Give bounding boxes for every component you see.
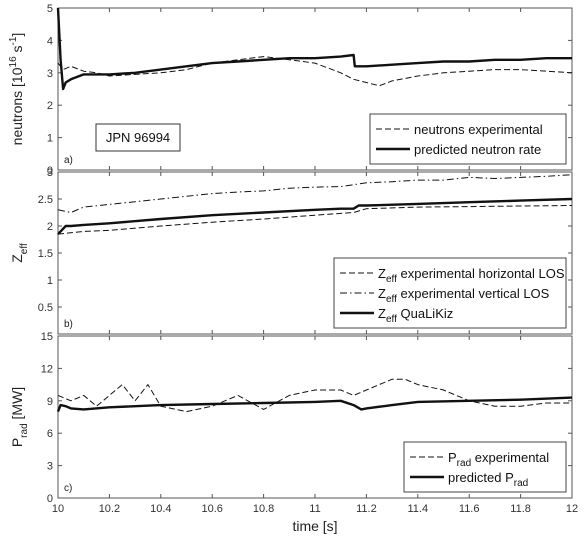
- panel-label: a): [64, 155, 73, 166]
- y-tick-label: 4: [47, 35, 53, 47]
- x-tick-label: 10: [52, 503, 64, 515]
- legend-text: experimental vertical LOS: [397, 286, 550, 301]
- legend-text: Z: [378, 286, 386, 301]
- legend-sub: eff: [386, 294, 397, 305]
- y-label-text: neutrons [10: [9, 67, 25, 145]
- legend-text: predicted P: [448, 470, 514, 485]
- series-line-1: [56, 7, 572, 91]
- legend-text: experimental: [471, 450, 549, 465]
- y-label-text: [MW]: [9, 387, 25, 424]
- y-axis-label: Prad [MW]: [9, 387, 30, 447]
- y-tick-label: 6: [47, 428, 53, 440]
- x-tick-label: 11.8: [510, 503, 531, 515]
- y-tick-label: 3: [47, 461, 53, 473]
- y-tick-label: 1: [47, 275, 53, 287]
- y-tick-label: 0: [47, 493, 53, 505]
- x-tick-label: 10.2: [99, 503, 120, 515]
- y-label-text: P: [9, 438, 25, 447]
- legend-entry-1: Zeff experimental vertical LOS: [378, 286, 550, 305]
- y-tick-label: 3: [47, 167, 53, 179]
- legend-text: Z: [378, 266, 386, 281]
- y-tick-label: 1.5: [38, 248, 53, 260]
- x-tick-label: 11.2: [356, 503, 377, 515]
- y-tick-label: 5: [47, 3, 53, 15]
- y-label-sub: rad: [19, 423, 30, 437]
- legend-box: [403, 441, 567, 493]
- shot-label-box: [95, 123, 181, 152]
- series-line-1: [56, 396, 573, 413]
- legend-sub: eff: [386, 314, 397, 325]
- y-tick-label: 3: [47, 68, 53, 80]
- legend-text: experimental horizontal LOS: [397, 266, 565, 281]
- shot-label: JPN 96994: [106, 130, 170, 145]
- legend-entry-1: predicted Prad: [448, 470, 528, 489]
- x-tick-label: 10.4: [150, 503, 171, 515]
- series-line-2: [57, 197, 573, 235]
- x-tick-label: 11.6: [459, 503, 480, 515]
- x-tick-label: 11.4: [408, 503, 429, 515]
- x-tick-label: 11: [309, 503, 320, 515]
- y-tick-label: 2: [47, 100, 53, 112]
- y-label-sup: 16: [8, 56, 19, 68]
- y-label-text: s: [9, 45, 25, 56]
- legend-text: Z: [378, 306, 386, 321]
- y-tick-label: 0.5: [38, 302, 53, 314]
- y-tick-label: 9: [47, 396, 53, 408]
- panel-a: 0 1 2 3 4 5 a) neutrons [1016 s-1] neutrons expe…: [8, 3, 573, 177]
- y-tick-label: 12: [41, 363, 53, 375]
- legend-sub: rad: [457, 458, 471, 469]
- y-axis-label: neutrons [1016 s-1]: [8, 33, 25, 146]
- y-tick-label: 0: [47, 165, 53, 177]
- y-label-text: ]: [9, 33, 25, 37]
- x-tick-label: 10.8: [253, 503, 274, 515]
- y-label-sub: eff: [19, 243, 30, 254]
- panel-label: c): [64, 483, 72, 494]
- legend-entry-1: predicted neutron rate: [414, 142, 541, 157]
- y-tick-label: 2: [47, 221, 53, 233]
- legend-entry-2: Zeff QuaLiKiz: [378, 306, 453, 325]
- y-tick-label: 1: [47, 133, 53, 145]
- legend-sub: rad: [514, 478, 528, 489]
- x-axis-label: time [s]: [292, 518, 337, 534]
- panel-label: b): [64, 319, 73, 330]
- y-axis-label: Zeff: [9, 243, 30, 263]
- x-tick-label: 12: [566, 503, 578, 515]
- y-tick-label: 2.5: [38, 194, 53, 206]
- legend-entry-0: Prad experimental: [448, 450, 549, 469]
- series-line-1: [57, 174, 573, 213]
- legend-entry-0: neutrons experimental: [414, 122, 543, 137]
- legend-sub: eff: [386, 274, 397, 285]
- y-tick-label: 15: [41, 331, 53, 343]
- legend-box: [369, 113, 567, 165]
- x-tick-label: 10.6: [201, 503, 222, 515]
- y-label-text: Z: [9, 254, 25, 263]
- legend-text: QuaLiKiz: [397, 306, 453, 321]
- legend-entry-0: Zeff experimental horizontal LOS: [378, 266, 565, 285]
- legend-text: P: [448, 450, 457, 465]
- y-label-sup: -1: [8, 36, 19, 45]
- series-line-0: [57, 205, 573, 235]
